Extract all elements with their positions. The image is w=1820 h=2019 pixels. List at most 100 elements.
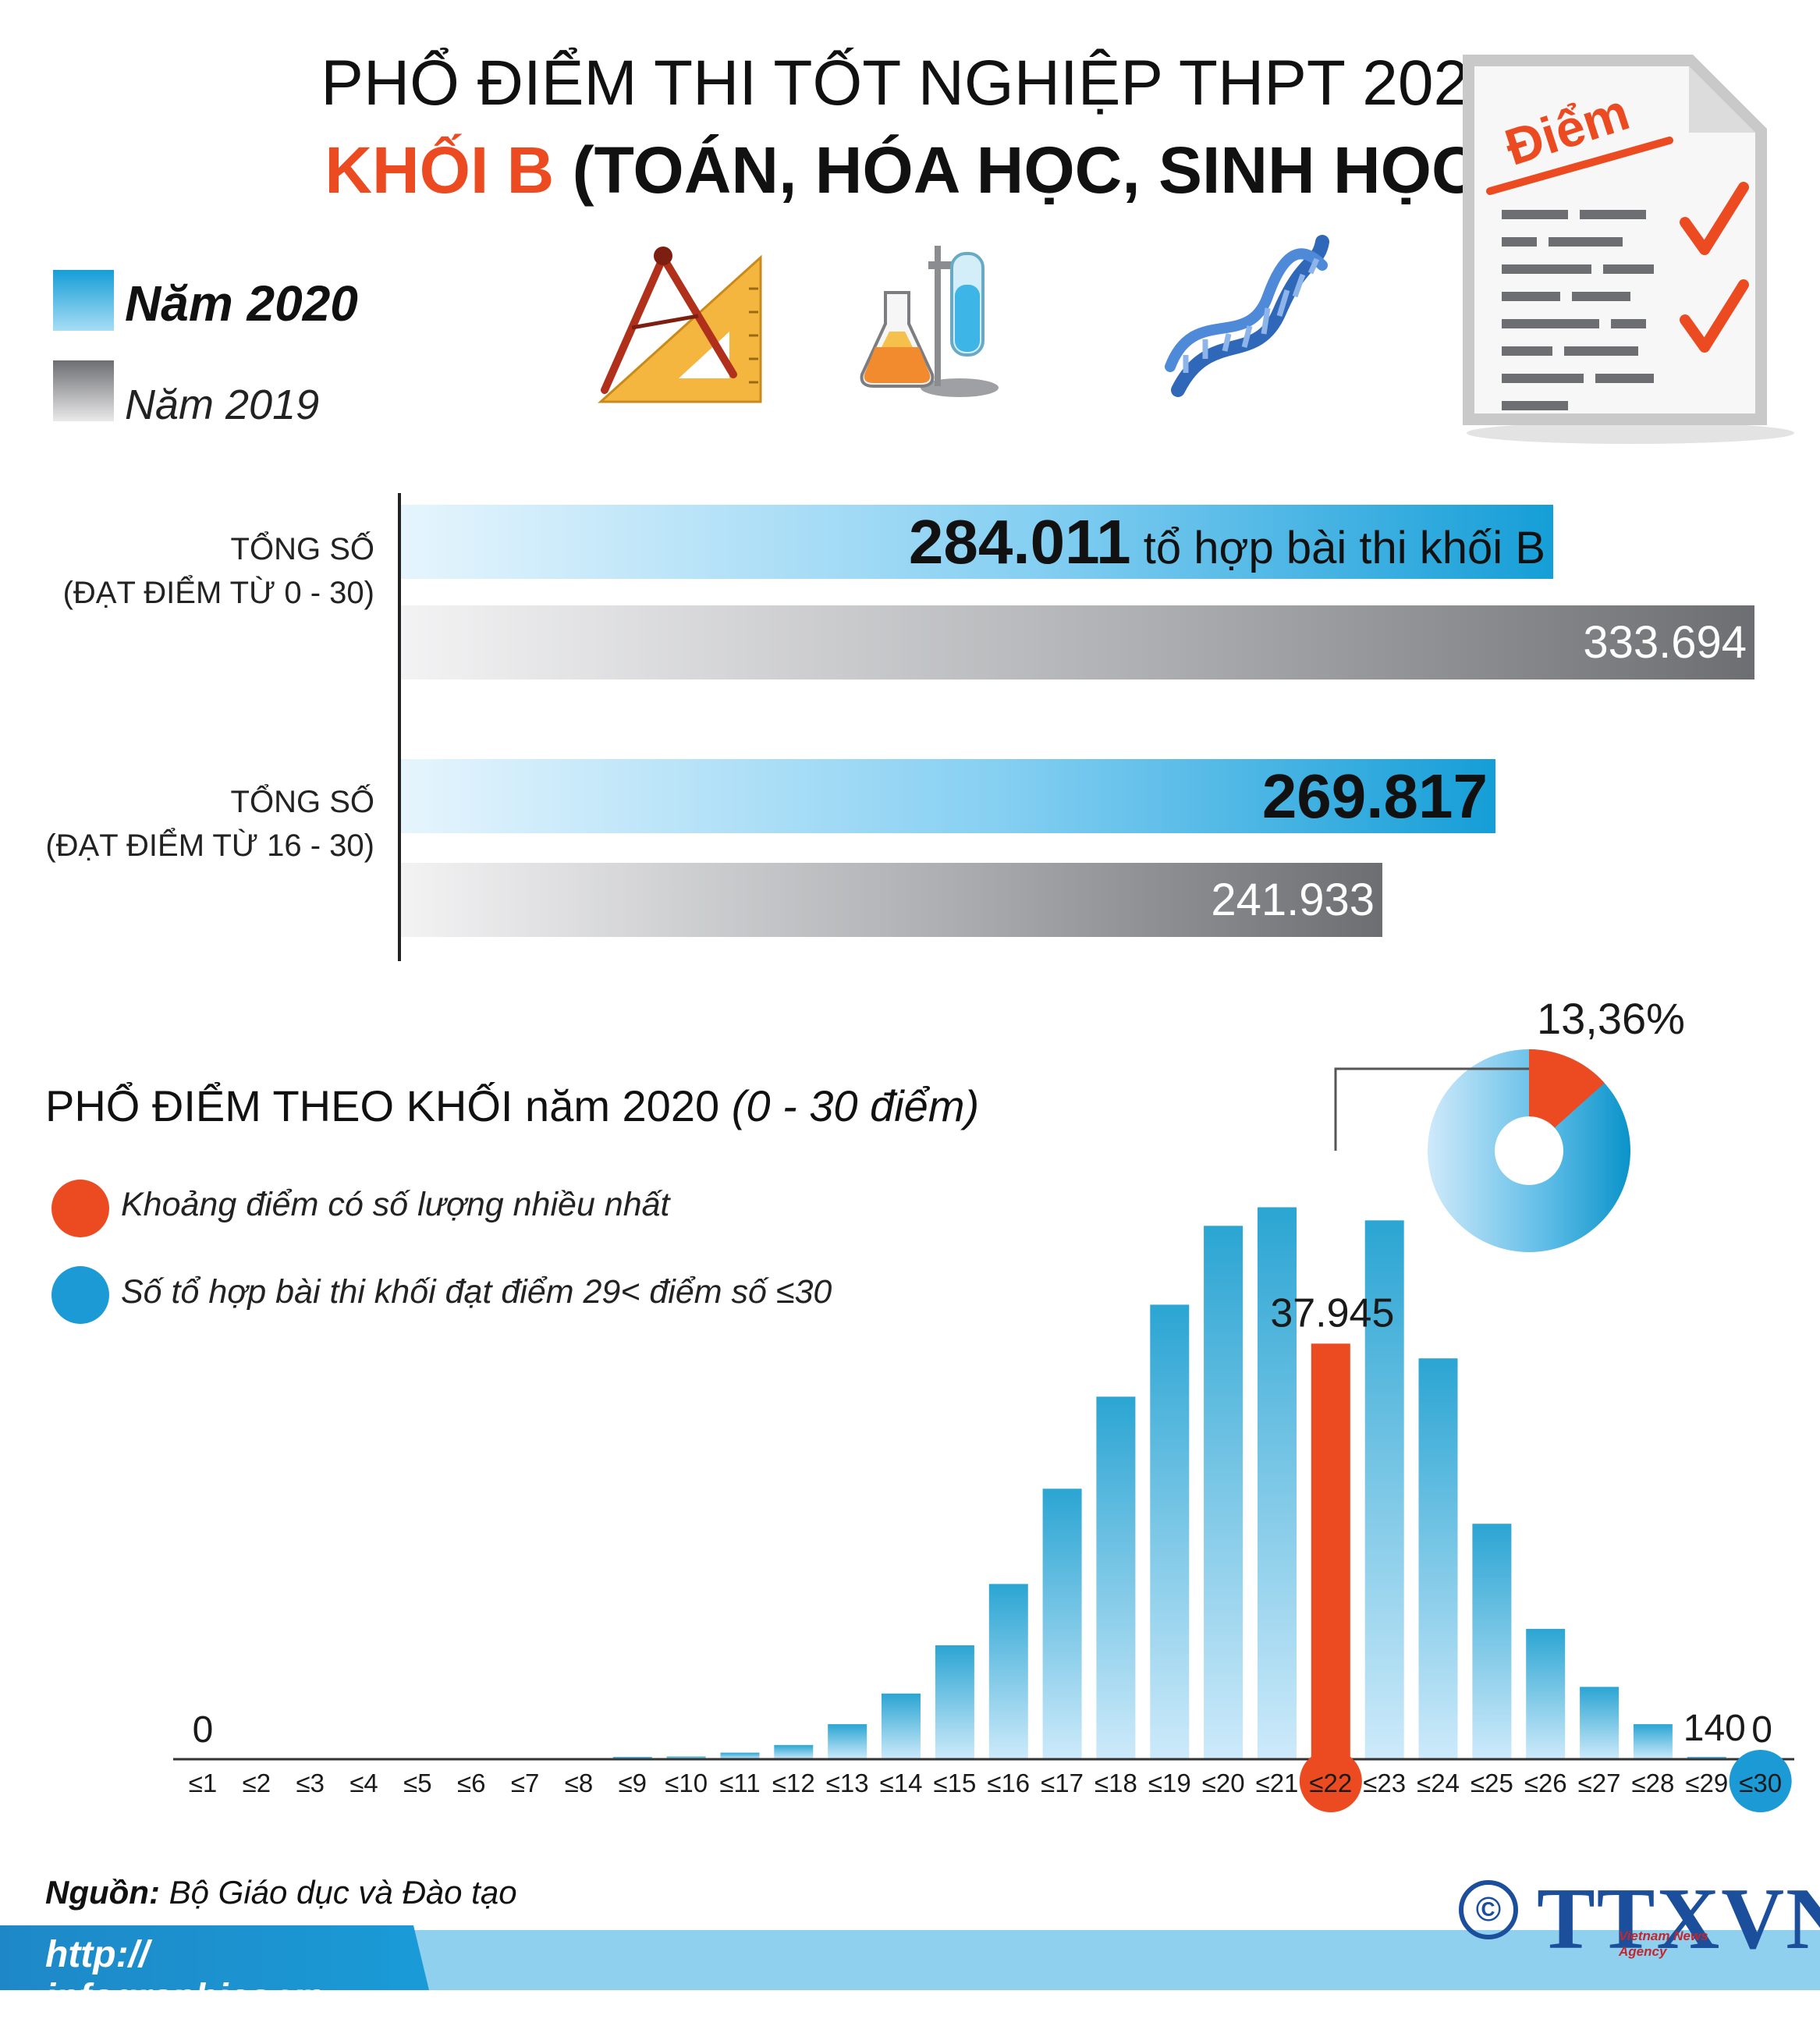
x-tick-label: ≤30	[1739, 1769, 1782, 1797]
bar-2019-total-value: 333.694	[1583, 617, 1747, 668]
bar-2020-pass-value: 269.817	[1261, 761, 1488, 831]
x-tick-label: ≤17	[1041, 1769, 1084, 1797]
group-1-label: TỔNG SỐ (ĐẠT ĐIỂM TỪ 0 - 30)	[8, 527, 374, 615]
subtitle-rest: (TOÁN, HÓA HỌC, SINH HỌC)	[554, 133, 1501, 207]
bar-2019-pass-value: 241.933	[1211, 875, 1375, 925]
x-tick-label: ≤24	[1417, 1769, 1460, 1797]
hist-bar	[1096, 1396, 1136, 1759]
hist-bar	[720, 1752, 760, 1759]
chemistry-flask-icon	[860, 246, 999, 397]
hist-bar	[1580, 1687, 1620, 1759]
x-tick-label: ≤21	[1256, 1769, 1299, 1797]
hist-bar	[882, 1693, 921, 1759]
legend-2020-label: Năm 2020	[125, 275, 358, 332]
source-line: Nguồn: Bộ Giáo dục và Đào tạo	[45, 1874, 517, 1911]
x-tick-label: ≤5	[403, 1769, 431, 1797]
legend-top-label: Số tổ hợp bài thi khối đạt điểm 29< điểm…	[121, 1273, 832, 1311]
histogram-title: PHỔ ĐIỂM THEO KHỐI năm 2020 (0 - 30 điểm…	[45, 1080, 979, 1131]
bar-2019-total: 333.694	[401, 605, 1754, 680]
score-sheet-icon: Điểm	[1463, 55, 1794, 444]
hist-bar	[828, 1724, 867, 1759]
footer-url-bar-edge	[390, 1925, 429, 1990]
x-tick-label: ≤10	[665, 1769, 708, 1797]
hist-bar	[1150, 1304, 1190, 1759]
hist-bar	[1418, 1358, 1458, 1759]
group-2-label-line1: TỔNG SỐ	[230, 785, 374, 819]
x-tick-label: ≤13	[826, 1769, 869, 1797]
source-value: Bộ Giáo dục và Đào tạo	[159, 1874, 517, 1911]
hist-bar	[1042, 1489, 1082, 1760]
bar-2019-pass: 241.933	[401, 863, 1382, 937]
data-label: 0	[1751, 1709, 1772, 1751]
histogram-chart: ≤1 ≤2 ≤3 ≤4 ≤5 ≤6 ≤7 ≤8 ≤9 ≤10 ≤11 ≤12 ≤13 ≤14 ≤15 ≤16 ≤…	[173, 1207, 1794, 1812]
donut-hole	[1495, 1116, 1563, 1185]
hist-bar	[774, 1744, 814, 1760]
page-subtitle: KHỐI B (TOÁN, HÓA HỌC, SINH HỌC)	[296, 133, 1529, 208]
group-2-label-line2: (ĐẠT ĐIỂM TỪ 16 - 30)	[45, 829, 374, 863]
geometry-tools-icon	[598, 247, 762, 403]
data-label: 0	[193, 1709, 214, 1751]
footer-url[interactable]: http:// infographics.vn	[45, 1934, 325, 2018]
x-tick-label: ≤23	[1363, 1769, 1406, 1797]
compare-axis	[398, 493, 401, 961]
x-tick-label: ≤15	[933, 1769, 976, 1797]
subtitle-accent: KHỐI B	[325, 133, 555, 207]
x-tick-label: ≤25	[1471, 1769, 1513, 1797]
x-tick-label: ≤26	[1524, 1769, 1567, 1797]
hist-bar	[1364, 1220, 1404, 1759]
max-interval-marker	[1299, 1750, 1362, 1812]
histogram-title-range: (0 - 30 điểm)	[731, 1081, 980, 1130]
group-1-label-line1: TỔNG SỐ	[230, 532, 374, 566]
bar-2020-total-label: 284.011 tổ hợp bài thi khối B	[909, 505, 1545, 579]
x-tick-label: ≤14	[880, 1769, 923, 1797]
hist-bar	[1472, 1524, 1512, 1759]
hist-bar	[1258, 1207, 1297, 1759]
group-1-label-line2: (ĐẠT ĐIỂM TỪ 0 - 30)	[62, 576, 374, 610]
x-tick-label: ≤1	[189, 1769, 217, 1797]
ttxvn-logo-sub: Vietnam News Agency	[1619, 1929, 1708, 1959]
legend-max-dot	[51, 1180, 109, 1237]
copyright-icon: ©	[1459, 1880, 1518, 1939]
group-2-label: TỔNG SỐ (ĐẠT ĐIỂM TỪ 16 - 30)	[8, 780, 374, 868]
bar-2020-total-suffix: tổ hợp bài thi khối B	[1130, 523, 1545, 573]
donut-pct-label: 13,36%	[1537, 999, 1685, 1043]
histogram-title-main: PHỔ ĐIỂM THEO KHỐI năm 2020	[45, 1081, 732, 1130]
hist-bar	[1633, 1724, 1673, 1759]
x-tick-label: ≤22	[1309, 1769, 1352, 1797]
x-tick-label: ≤6	[457, 1769, 485, 1797]
x-tick-label: ≤4	[349, 1769, 378, 1797]
x-tick-label: ≤2	[243, 1769, 271, 1797]
x-tick-label: ≤7	[511, 1769, 539, 1797]
legend-2019-swatch	[53, 360, 114, 421]
hist-bar	[666, 1756, 706, 1759]
x-tick-label: ≤16	[987, 1769, 1030, 1797]
legend-max-label: Khoảng điểm có số lượng nhiều nhất	[121, 1186, 670, 1223]
x-tick-label: ≤20	[1202, 1769, 1245, 1797]
hist-bar	[935, 1645, 974, 1759]
data-label: 37.945	[1270, 1290, 1394, 1336]
x-tick-label: ≤19	[1148, 1769, 1191, 1797]
hist-bar	[988, 1584, 1028, 1759]
legend-2019-label: Năm 2019	[125, 381, 320, 428]
data-label: 140	[1683, 1708, 1746, 1749]
top-interval-marker	[1729, 1750, 1792, 1812]
hist-bar	[1526, 1628, 1566, 1759]
bar-2020-total-value: 284.011	[908, 507, 1131, 577]
x-tick-label: ≤11	[719, 1769, 760, 1797]
x-tick-label: ≤3	[296, 1769, 324, 1797]
hist-bar	[1204, 1226, 1243, 1759]
x-tick-label: ≤8	[565, 1769, 593, 1797]
x-tick-label: ≤12	[772, 1769, 815, 1797]
donut-connector	[1334, 1067, 1529, 1151]
x-tick-label: ≤28	[1632, 1769, 1675, 1797]
page-title: PHỔ ĐIỂM THI TỐT NGHIỆP THPT 2020	[321, 48, 1505, 119]
legend-top-dot	[51, 1266, 109, 1324]
legend-2020-swatch	[53, 270, 114, 331]
hist-bar	[1311, 1343, 1350, 1759]
source-label: Nguồn:	[45, 1874, 160, 1911]
dna-icon	[1165, 235, 1329, 397]
x-tick-label: ≤18	[1094, 1769, 1137, 1797]
donut-chart: 13,36%	[1428, 999, 1685, 1252]
x-tick-label: ≤29	[1685, 1769, 1728, 1797]
ttxvn-logo: TTXVN	[1537, 1871, 1820, 1968]
